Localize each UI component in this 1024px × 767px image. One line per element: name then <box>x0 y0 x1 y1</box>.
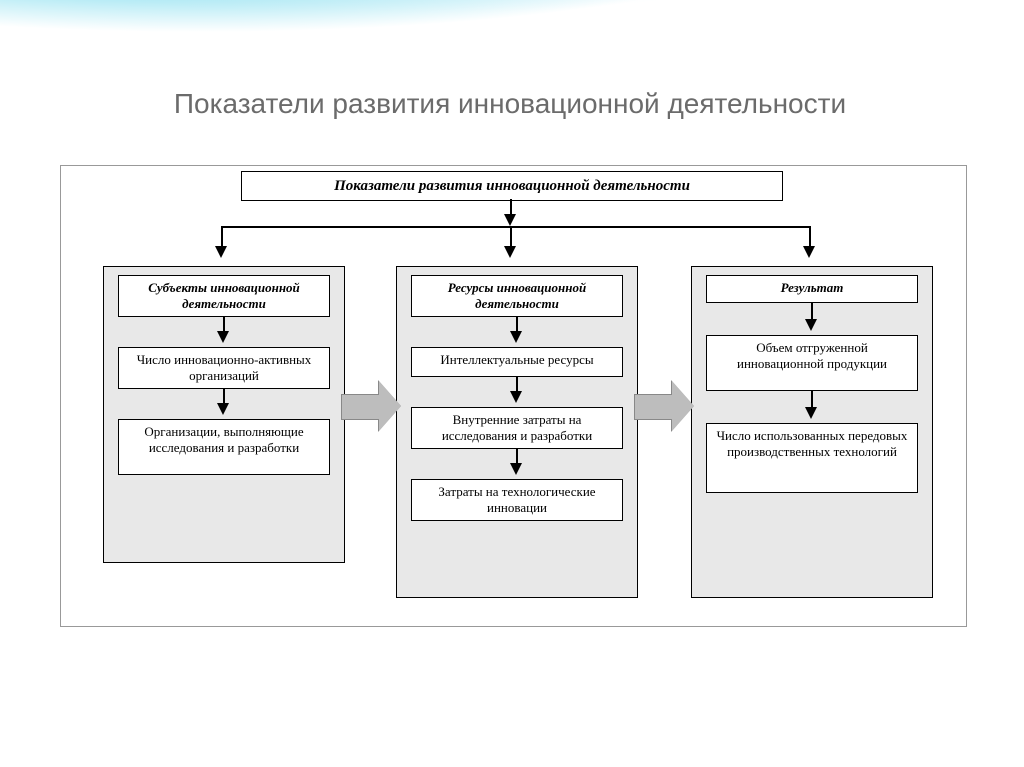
connector-line <box>221 226 223 248</box>
box-item: Организации, выполняющие исследования и … <box>118 419 330 475</box>
box-item: Число инновационно-активных организаций <box>118 347 330 389</box>
arrow-down-icon <box>805 319 817 331</box>
column-subjects: Субъекты инновационной деятельности Числ… <box>103 266 345 563</box>
diagram-header-box: Показатели развития инновационной деятел… <box>241 171 783 201</box>
arrow-down-icon <box>215 246 227 258</box>
connector-line <box>809 226 811 248</box>
column-header: Ресурсы инновационной деятельности <box>411 275 623 317</box>
box-item: Объем отгруженной инновационной продукци… <box>706 335 918 391</box>
arrow-down-icon <box>217 331 229 343</box>
big-arrow-icon <box>341 381 401 431</box>
decorative-wave-secondary <box>0 0 1024 70</box>
connector-line <box>221 226 811 228</box>
arrow-down-icon <box>805 407 817 419</box>
slide-title: Показатели развития инновационной деятел… <box>70 88 950 120</box>
arrow-down-icon <box>504 214 516 226</box>
column-header: Субъекты инновационной деятельности <box>118 275 330 317</box>
box-item: Затраты на технологические инновации <box>411 479 623 521</box>
arrow-down-icon <box>510 331 522 343</box>
connector-line <box>510 226 512 248</box>
arrow-down-icon <box>504 246 516 258</box>
slide: Показатели развития инновационной деятел… <box>0 0 1024 767</box>
column-result: Результат Объем отгруженной инновационно… <box>691 266 933 598</box>
diagram-frame: Показатели развития инновационной деятел… <box>60 165 967 627</box>
arrow-down-icon <box>510 463 522 475</box>
box-item: Внутренние затраты на исследования и раз… <box>411 407 623 449</box>
arrow-down-icon <box>510 391 522 403</box>
arrow-down-icon <box>803 246 815 258</box>
column-resources: Ресурсы инновационной деятельности Интел… <box>396 266 638 598</box>
box-item: Интеллектуальные ресурсы <box>411 347 623 377</box>
column-header: Результат <box>706 275 918 303</box>
box-item: Число использованных передовых производс… <box>706 423 918 493</box>
big-arrow-icon <box>634 381 694 431</box>
arrow-down-icon <box>217 403 229 415</box>
